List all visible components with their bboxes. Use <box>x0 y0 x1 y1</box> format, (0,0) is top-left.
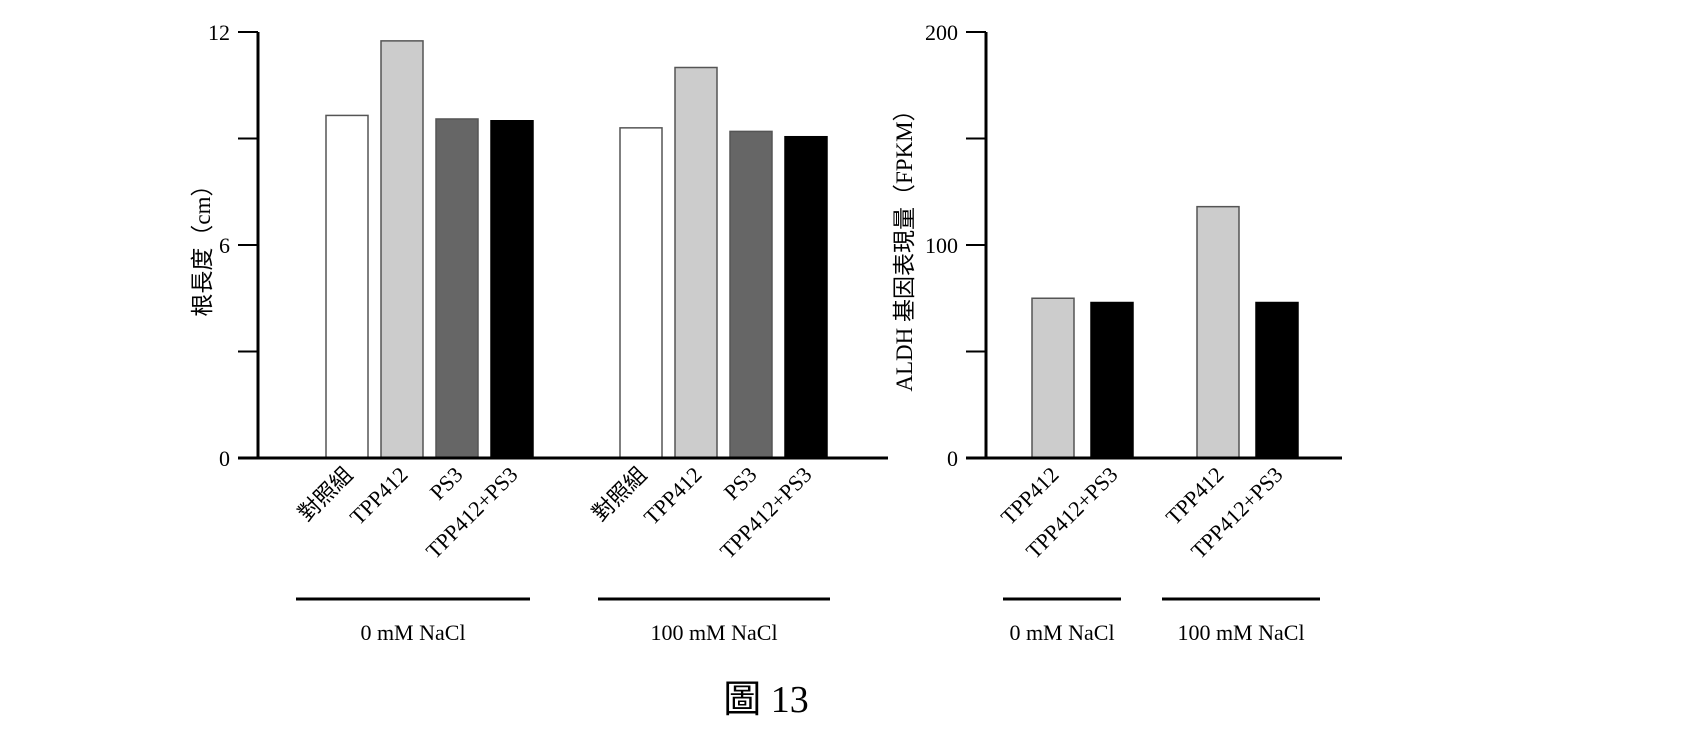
group-label: 100 mM NaCl <box>1177 620 1304 645</box>
group-label: 0 mM NaCl <box>360 620 465 645</box>
category-label: TPP412 <box>345 462 413 530</box>
group-label: 0 mM NaCl <box>1009 620 1114 645</box>
y-axis-title: ALDH 基因表現量（FPKM） <box>892 98 917 391</box>
bar-1-1 <box>325 114 369 459</box>
bar-1-3 <box>435 118 479 459</box>
y-axis-title: 根長度（cm） <box>190 173 215 316</box>
bar-2-2 <box>674 66 718 459</box>
bar-1-1 <box>1031 297 1075 459</box>
category-label: PS3 <box>425 462 468 505</box>
y-tick-label: 100 <box>925 233 958 258</box>
group-label: 100 mM NaCl <box>650 620 777 645</box>
bar-1-2 <box>1090 301 1134 459</box>
y-tick-label: 0 <box>947 446 958 471</box>
figure-caption: 圖 13 <box>723 679 809 721</box>
bar-1-4 <box>490 120 534 459</box>
bar-2-3 <box>729 130 773 459</box>
y-tick-label: 200 <box>925 20 958 45</box>
bar-2-1 <box>619 127 663 459</box>
bar-2-4 <box>784 135 828 459</box>
y-tick-label: 0 <box>219 446 230 471</box>
category-label: PS3 <box>719 462 762 505</box>
category-label: TPP412 <box>639 462 707 530</box>
bar-2-1 <box>1196 205 1240 459</box>
bar-2-2 <box>1255 301 1299 459</box>
y-tick-label: 12 <box>208 20 230 45</box>
y-tick-label: 6 <box>219 233 230 258</box>
bar-1-2 <box>380 40 424 459</box>
